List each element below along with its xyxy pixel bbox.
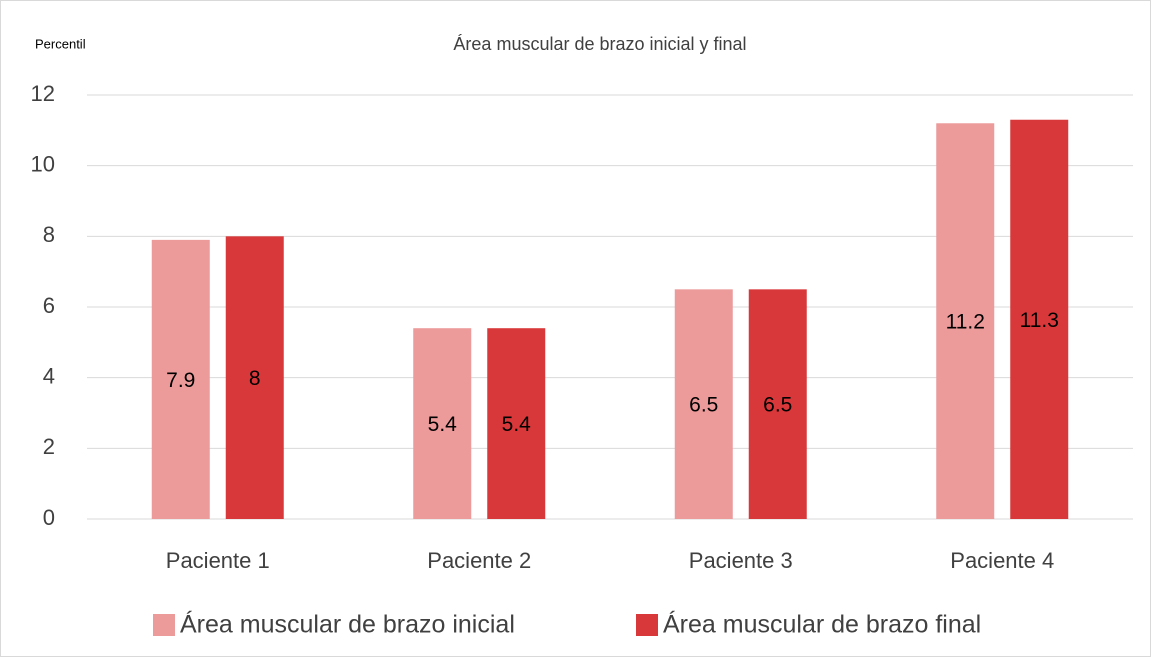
y-tick-label: 0 [43,505,55,530]
data-label: 6.5 [689,394,718,417]
data-label: 5.4 [428,413,458,436]
bar [413,328,472,519]
x-tick-label: Paciente 1 [166,548,270,573]
y-tick-label: 2 [43,434,55,459]
y-tick-label: 10 [31,151,55,176]
data-label: 8 [249,367,261,390]
data-label: 11.2 [946,311,985,334]
legend-label: Área muscular de brazo inicial [180,610,515,639]
bar [674,289,733,519]
x-tick-label: Paciente 2 [427,548,531,573]
bar [1010,119,1069,519]
y-tick-label: 6 [43,293,55,318]
x-tick-label: Paciente 3 [689,548,793,573]
data-label: 5.4 [502,413,532,436]
y-tick-label: 4 [43,363,55,388]
legend-label: Área muscular de brazo final [663,610,981,639]
x-tick-label: Paciente 4 [950,548,1054,573]
y-tick-label: 12 [31,81,55,106]
data-label: 7.9 [166,369,195,392]
bar [151,239,210,519]
y-tick-label: 8 [43,222,55,247]
bar [936,123,995,520]
bar [487,328,546,519]
data-label: 11.3 [1020,309,1059,332]
legend-swatch [153,614,175,636]
y-axis-label: Percentil [35,36,86,51]
bar [748,289,807,519]
chart-title: Área muscular de brazo inicial y final [453,34,746,54]
bar [225,236,284,520]
data-label: 6.5 [763,394,792,417]
legend-swatch [636,614,658,636]
